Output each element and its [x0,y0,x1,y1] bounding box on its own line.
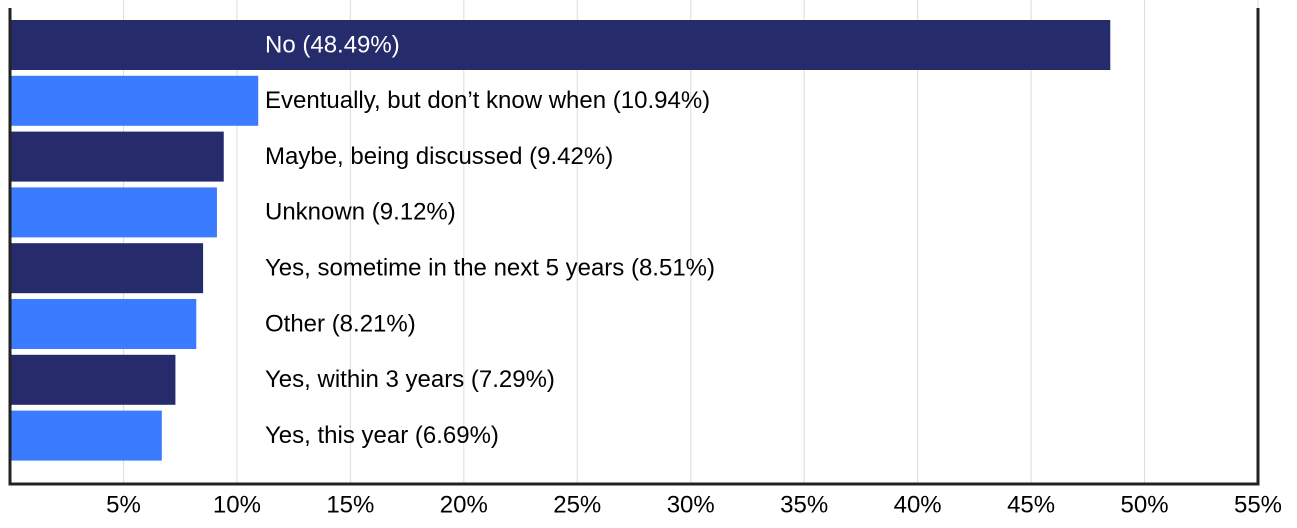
x-tick-label: 25% [553,491,601,518]
bar-label: Yes, within 3 years (7.29%) [265,366,555,393]
bar-label: Yes, this year (6.69%) [265,422,499,449]
bar [10,410,162,461]
x-tick-label: 45% [1007,491,1055,518]
bar-label: Yes, sometime in the next 5 years (8.51%… [265,255,715,282]
x-tick-label: 35% [780,491,828,518]
bar [10,354,176,405]
bar-label: No (48.49%) [265,31,400,58]
bar [10,20,1111,70]
bar [10,75,259,126]
bar [10,131,224,182]
bar-label: Maybe, being discussed (9.42%) [265,143,613,170]
x-tick-label: 30% [667,491,715,518]
x-tick-label: 5% [106,491,141,518]
x-tick-label: 50% [1121,491,1169,518]
x-tick-label: 10% [213,491,261,518]
bar-label: Eventually, but don’t know when (10.94%) [265,87,710,114]
bar [10,187,217,238]
x-tick-label: 55% [1234,491,1282,518]
bar-label: Other (8.21%) [265,310,416,337]
bar [10,299,197,349]
x-tick-label: 40% [894,491,942,518]
bar-label: Unknown (9.12%) [265,199,456,226]
bar [10,243,204,294]
x-tick-label: 15% [326,491,374,518]
x-tick-label: 20% [440,491,488,518]
